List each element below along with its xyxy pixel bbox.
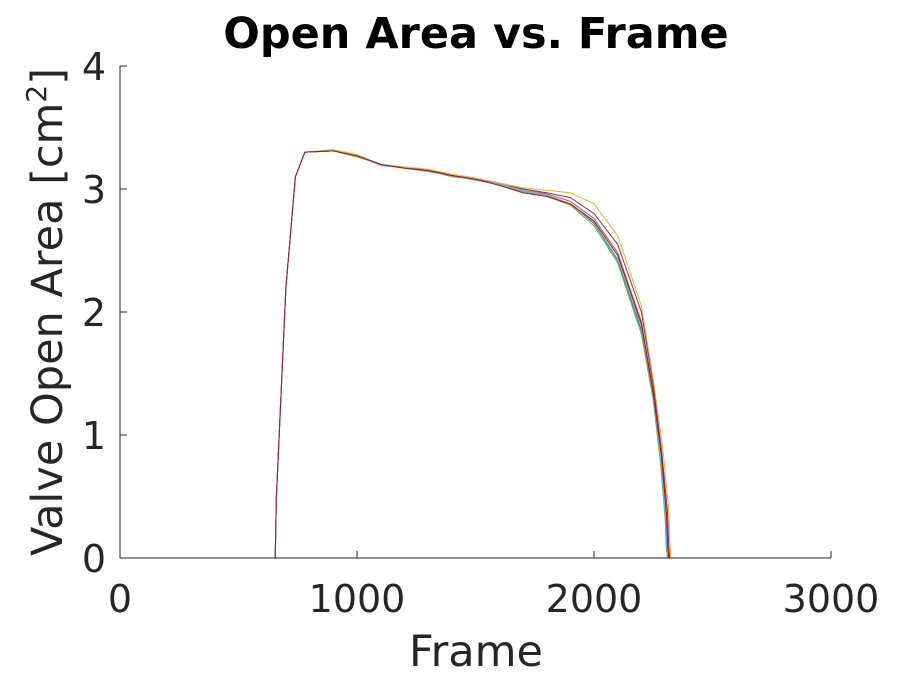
chart-title: Open Area vs. Frame [223,9,728,59]
y-ticks: 0 1 2 3 4 [82,45,127,581]
y-axis-label-close: ] [23,68,73,85]
series-line-7 [120,150,713,559]
y-axis-label-text: Valve Open Area [cm [23,103,73,556]
series-line-4 [120,150,713,559]
y-axis-label-superscript: 2 [20,85,53,103]
x-axis-label: Frame [409,627,543,677]
y-tick-label: 1 [82,414,106,458]
x-tick-label: 3000 [783,577,880,621]
y-tick-label: 3 [82,168,106,212]
y-axis-label: Valve Open Area [cm2] [20,68,73,556]
series-line-5 [120,150,713,559]
y-tick-label: 0 [82,537,106,581]
series-line-2 [120,150,713,559]
series-line-3 [120,149,713,559]
x-tick-label: 0 [108,577,132,621]
x-tick-label: 2000 [546,577,643,621]
x-ticks: 0 1000 2000 3000 [108,551,879,621]
series-layer [120,149,713,559]
y-tick-label: 4 [82,45,106,89]
series-line-6 [120,150,713,559]
x-tick-label: 1000 [309,577,406,621]
y-tick-label: 2 [82,291,106,335]
series-line-1 [120,150,713,559]
